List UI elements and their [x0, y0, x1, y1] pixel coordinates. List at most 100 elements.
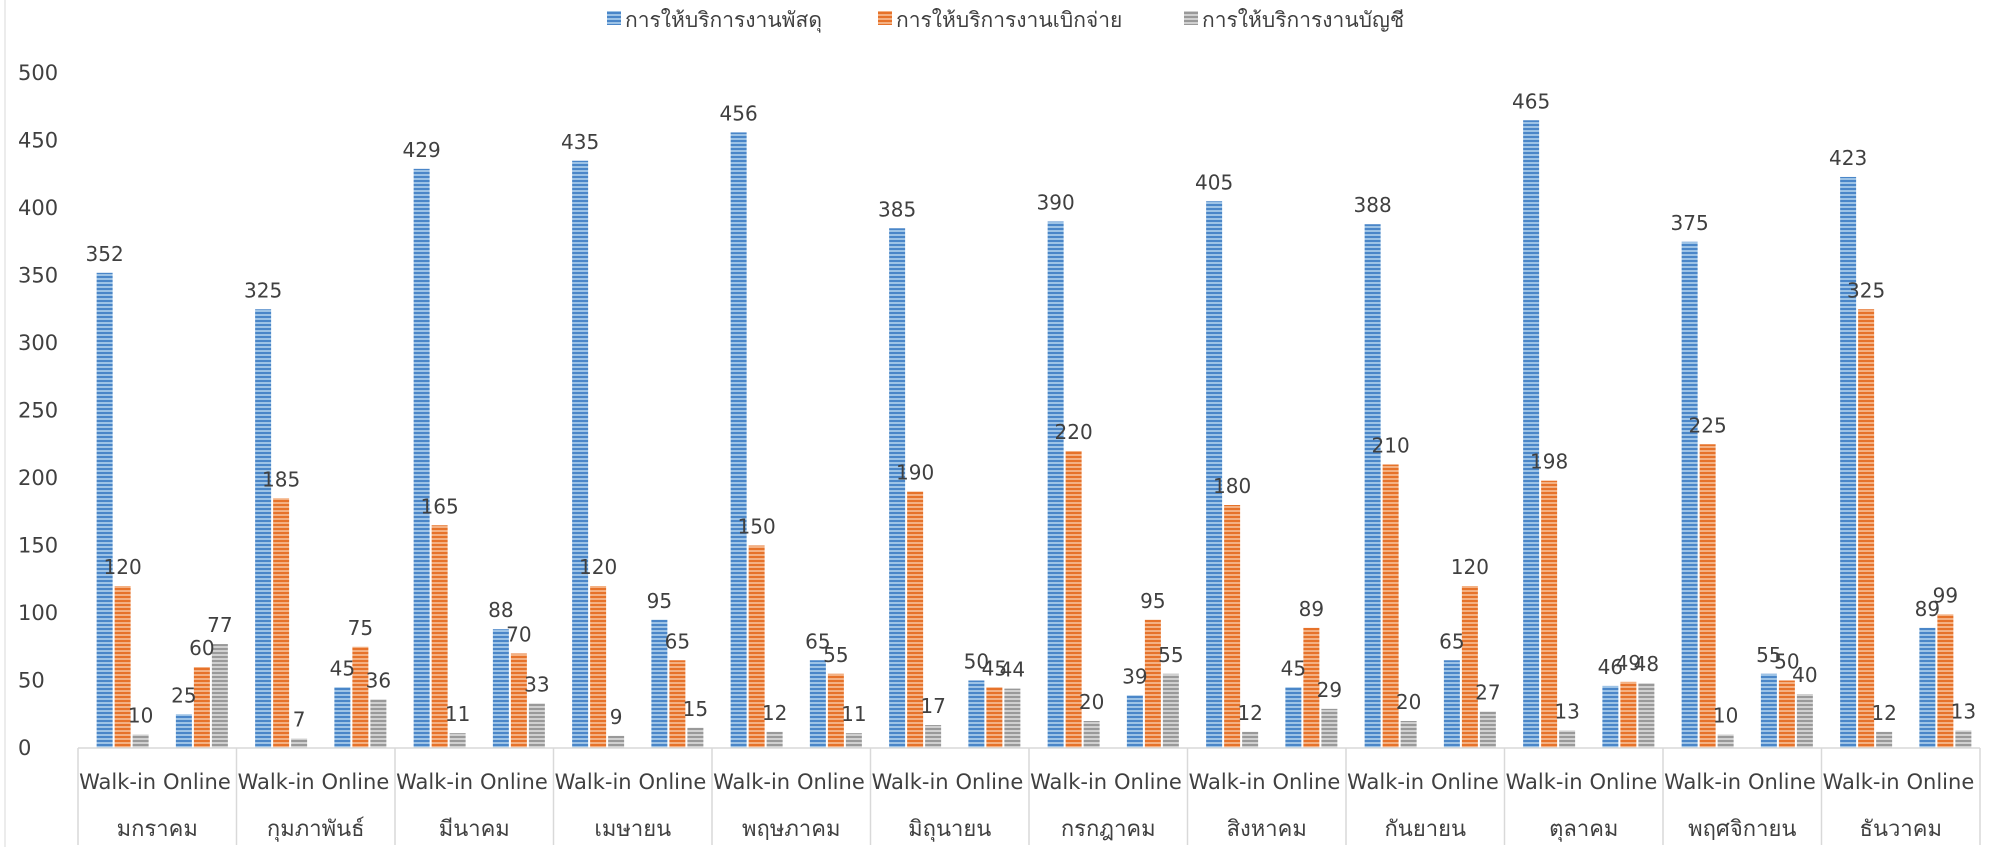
month-label: มีนาคม [439, 817, 510, 842]
legend-swatch [878, 11, 892, 25]
channel-label: Walk-in [1506, 770, 1583, 794]
data-label: 10 [1713, 704, 1738, 728]
bar [651, 619, 668, 748]
data-label: 60 [189, 636, 214, 660]
data-label: 198 [1530, 450, 1568, 474]
data-label: 17 [920, 694, 945, 718]
channel-label: Walk-in [1347, 770, 1424, 794]
bar [492, 629, 509, 748]
data-label: 385 [878, 197, 916, 221]
bar [449, 733, 466, 748]
month-label: มกราคม [117, 817, 198, 842]
data-label: 10 [128, 704, 153, 728]
legend: การให้บริการงานพัสดุ การให้บริการงานเบิกจ… [607, 8, 1404, 33]
channel-label: Walk-in [79, 770, 156, 794]
data-label: 13 [1951, 699, 1976, 723]
data-label: 55 [823, 643, 848, 667]
bar [968, 680, 985, 748]
bar [193, 667, 210, 748]
bar [1760, 673, 1777, 748]
data-label: 50 [1774, 650, 1799, 674]
data-label: 465 [1512, 89, 1550, 113]
bar [1840, 176, 1857, 748]
data-label: 375 [1671, 211, 1709, 235]
bar [1364, 224, 1381, 748]
bar [1144, 619, 1161, 748]
month-label: ตุลาคม [1549, 817, 1618, 842]
month-label: พฤษภาคม [742, 817, 840, 842]
channel-label: Walk-in [1030, 770, 1107, 794]
bar [114, 586, 131, 748]
bar [510, 653, 527, 748]
data-label: 40 [1792, 663, 1817, 687]
bar [687, 727, 704, 748]
data-label: 88 [488, 598, 513, 622]
data-label: 220 [1055, 420, 1093, 444]
data-label: 190 [896, 461, 934, 485]
channel-label: Walk-in [238, 770, 315, 794]
data-label: 65 [805, 629, 830, 653]
channel-label: Online [1748, 770, 1816, 794]
bar [1523, 120, 1540, 748]
bar [572, 160, 589, 748]
bar [1541, 480, 1558, 748]
data-label: 429 [403, 138, 441, 162]
bar [1602, 685, 1619, 748]
bar [1858, 309, 1875, 748]
data-label: 44 [1000, 658, 1025, 682]
data-label: 456 [720, 101, 758, 125]
data-label: 65 [665, 629, 690, 653]
bar [1461, 586, 1478, 748]
y-tick-label: 150 [18, 534, 58, 558]
data-label: 29 [1317, 678, 1342, 702]
channel-label: Online [322, 770, 390, 794]
data-label: 388 [1354, 193, 1392, 217]
bar [1400, 721, 1417, 748]
data-label: 180 [1213, 474, 1251, 498]
bar [1778, 680, 1795, 748]
data-label: 20 [1079, 690, 1104, 714]
data-label: 55 [1158, 643, 1183, 667]
bar [608, 735, 625, 748]
bar [925, 725, 942, 748]
data-label: 33 [524, 672, 549, 696]
data-label: 12 [1237, 701, 1262, 725]
bar [1638, 683, 1655, 748]
bar [334, 687, 351, 748]
data-label: 50 [964, 650, 989, 674]
y-tick-label: 0 [18, 736, 31, 760]
bar [1620, 681, 1637, 748]
bar [845, 733, 862, 748]
data-label: 95 [1140, 589, 1165, 613]
data-label: 12 [762, 701, 787, 725]
bar [370, 699, 387, 748]
y-tick-label: 100 [18, 601, 58, 625]
bar [1955, 730, 1972, 748]
data-label: 210 [1372, 434, 1410, 458]
y-tick-label: 450 [18, 129, 58, 153]
x-axis: Walk-in Online Walk-in Online Walk-in Online W… [77, 747, 1981, 845]
data-label: 225 [1689, 413, 1727, 437]
data-label: 45 [1281, 656, 1306, 680]
data-label: 11 [445, 702, 470, 726]
y-tick-label: 300 [18, 331, 58, 355]
bar [730, 132, 747, 748]
data-label: 46 [1598, 655, 1623, 679]
channel-label: Online [1907, 770, 1975, 794]
bar [1919, 627, 1936, 748]
channel-label: Walk-in [713, 770, 790, 794]
month-label: เมษายน [594, 817, 671, 842]
y-tick-label: 500 [18, 61, 58, 85]
data-label: 165 [421, 494, 459, 518]
month-label: พฤศจิกายน [1688, 817, 1796, 842]
channel-label: Walk-in [872, 770, 949, 794]
data-label: 435 [561, 130, 599, 154]
y-axis: 0 50 100 150 200 250 300 350 400 450 500 [18, 61, 58, 760]
data-label: 11 [841, 702, 866, 726]
bar [1681, 241, 1698, 748]
channel-label: Online [1431, 770, 1499, 794]
data-label: 89 [1299, 597, 1324, 621]
month-label: กุมภาพันธ์ [267, 817, 365, 842]
data-label: 120 [579, 555, 617, 579]
